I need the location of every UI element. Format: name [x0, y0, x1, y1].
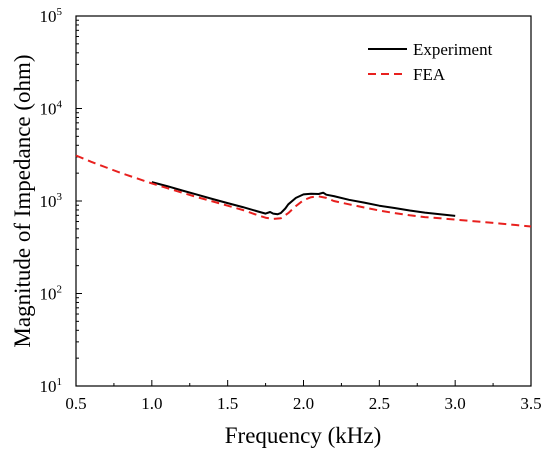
y-axis-title: Magnitude of Impedance (ohm) [10, 54, 35, 347]
y-tick-label: 104 [40, 99, 63, 119]
x-tick-label: 0.5 [65, 394, 86, 413]
x-tick-label: 1.0 [141, 394, 162, 413]
y-tick-label: 103 [40, 191, 63, 211]
series-line-fea [75, 154, 532, 228]
x-tick-label: 3.5 [520, 394, 541, 413]
x-tick-label: 2.5 [369, 394, 390, 413]
x-axis-ticks: 0.5 1.0 1.5 2.0 2.5 3.0 3.5 [65, 380, 542, 413]
y-tick-label: 101 [40, 376, 63, 396]
series-layer [75, 154, 532, 228]
x-tick-label: 1.5 [217, 394, 238, 413]
legend: Experiment FEA [368, 40, 493, 84]
x-tick-label: 2.0 [293, 394, 314, 413]
y-tick-label: 102 [40, 284, 63, 304]
y-tick-label: 105 [40, 6, 63, 26]
legend-label-fea: FEA [413, 65, 446, 84]
x-axis-title: Frequency (kHz) [225, 423, 381, 448]
plot-frame [75, 15, 532, 387]
legend-label-experiment: Experiment [413, 40, 493, 59]
x-tick-label: 3.0 [445, 394, 466, 413]
series-line-experiment [151, 181, 456, 217]
